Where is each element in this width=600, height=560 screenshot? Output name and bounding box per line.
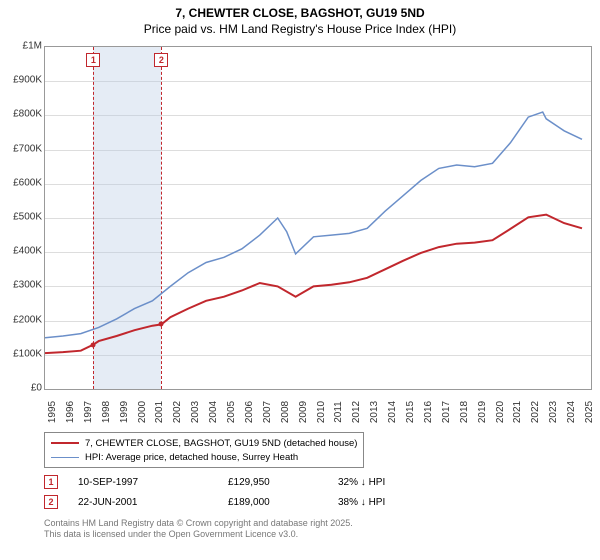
transaction-date: 22-JUN-2001	[78, 497, 228, 508]
y-tick-label: £0	[2, 383, 42, 394]
footer-line1: Contains HM Land Registry data © Crown c…	[44, 518, 353, 529]
transaction-price: £189,000	[228, 497, 338, 508]
title-block: 7, CHEWTER CLOSE, BAGSHOT, GU19 5ND Pric…	[0, 0, 600, 37]
x-tick-label: 2018	[459, 401, 470, 423]
sale-dot	[159, 322, 164, 327]
y-tick-label: £1M	[2, 41, 42, 52]
legend-item: 7, CHEWTER CLOSE, BAGSHOT, GU19 5ND (det…	[51, 436, 357, 450]
y-tick-label: £700K	[2, 143, 42, 154]
transaction-row: 1 10-SEP-1997£129,95032% ↓ HPI	[44, 472, 458, 492]
y-tick-label: £300K	[2, 280, 42, 291]
x-tick-label: 1997	[83, 401, 94, 423]
x-tick-label: 2009	[298, 401, 309, 423]
x-tick-label: 1996	[65, 401, 76, 423]
x-tick-label: 2002	[172, 401, 183, 423]
chart-container: 7, CHEWTER CLOSE, BAGSHOT, GU19 5ND Pric…	[0, 0, 600, 560]
x-tick-label: 2001	[154, 401, 165, 423]
y-tick-label: £500K	[2, 212, 42, 223]
x-tick-label: 2007	[262, 401, 273, 423]
x-tick-label: 2014	[387, 401, 398, 423]
x-tick-label: 2024	[566, 401, 577, 423]
x-tick-label: 2025	[584, 401, 595, 423]
legend-label: 7, CHEWTER CLOSE, BAGSHOT, GU19 5ND (det…	[85, 438, 357, 449]
x-tick-label: 2005	[226, 401, 237, 423]
transaction-marker: 2	[44, 495, 58, 509]
transaction-price: £129,950	[228, 477, 338, 488]
x-tick-label: 2021	[512, 401, 523, 423]
y-tick-label: £200K	[2, 314, 42, 325]
transaction-delta: 32% ↓ HPI	[338, 477, 458, 488]
legend-swatch	[51, 442, 79, 444]
x-tick-label: 2011	[333, 401, 344, 423]
x-tick-label: 2020	[495, 401, 506, 423]
x-tick-label: 2012	[351, 401, 362, 423]
x-tick-label: 2019	[477, 401, 488, 423]
transaction-date: 10-SEP-1997	[78, 477, 228, 488]
x-tick-label: 2008	[280, 401, 291, 423]
title-line1: 7, CHEWTER CLOSE, BAGSHOT, GU19 5ND	[0, 6, 600, 22]
y-tick-label: £600K	[2, 177, 42, 188]
plot-area: 12	[44, 46, 592, 390]
x-tick-label: 2004	[208, 401, 219, 423]
x-tick-label: 2010	[316, 401, 327, 423]
transaction-row: 2 22-JUN-2001£189,00038% ↓ HPI	[44, 492, 458, 512]
legend-label: HPI: Average price, detached house, Surr…	[85, 452, 298, 463]
y-tick-label: £400K	[2, 246, 42, 257]
sale-dot	[91, 342, 96, 347]
x-tick-label: 2016	[423, 401, 434, 423]
y-tick-label: £800K	[2, 109, 42, 120]
x-tick-label: 1998	[101, 401, 112, 423]
legend-swatch	[51, 457, 79, 458]
series-hpi	[45, 112, 582, 338]
x-tick-label: 2017	[441, 401, 452, 423]
transaction-marker: 1	[44, 475, 58, 489]
series-price_paid	[45, 215, 582, 354]
legend: 7, CHEWTER CLOSE, BAGSHOT, GU19 5ND (det…	[44, 432, 364, 468]
legend-item: HPI: Average price, detached house, Surr…	[51, 450, 357, 464]
x-tick-label: 1999	[119, 401, 130, 423]
y-tick-label: £900K	[2, 75, 42, 86]
x-tick-label: 2006	[244, 401, 255, 423]
x-tick-label: 2000	[137, 401, 148, 423]
title-line2: Price paid vs. HM Land Registry's House …	[0, 22, 600, 38]
transactions-table: 1 10-SEP-1997£129,95032% ↓ HPI 2 22-JUN-200…	[44, 472, 458, 512]
y-tick-label: £100K	[2, 348, 42, 359]
series-svg	[45, 47, 591, 389]
x-tick-label: 2022	[530, 401, 541, 423]
footer-line2: This data is licensed under the Open Gov…	[44, 529, 353, 540]
x-tick-label: 2003	[190, 401, 201, 423]
x-tick-label: 1995	[47, 401, 58, 423]
transaction-delta: 38% ↓ HPI	[338, 497, 458, 508]
footer-attribution: Contains HM Land Registry data © Crown c…	[44, 518, 353, 541]
x-tick-label: 2015	[405, 401, 416, 423]
x-tick-label: 2023	[548, 401, 559, 423]
x-tick-label: 2013	[369, 401, 380, 423]
